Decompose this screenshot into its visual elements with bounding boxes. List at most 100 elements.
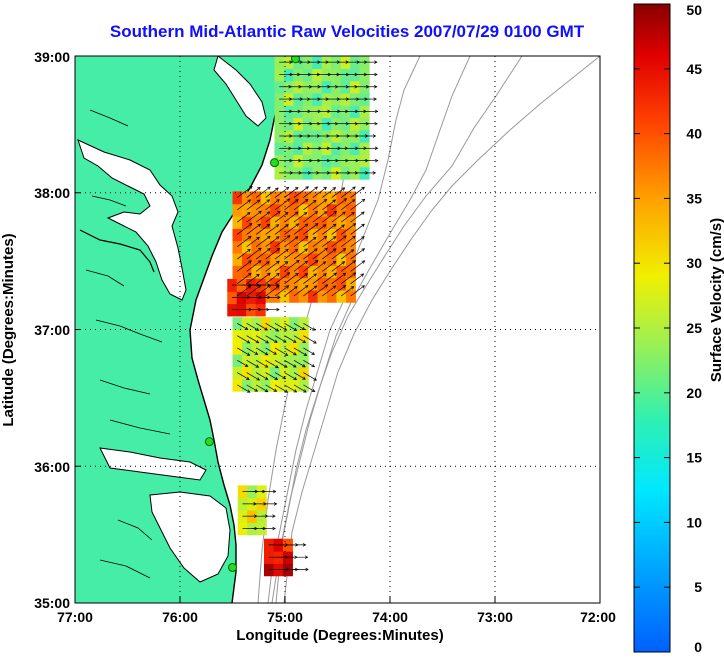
velocity-arrow	[293, 199, 309, 211]
velocity-arrow-head	[304, 248, 308, 252]
velocity-arrow-head	[295, 223, 300, 227]
velocity-arrow-head	[267, 248, 271, 252]
velocity-arrow-head	[254, 351, 259, 355]
velocity-arrow	[303, 384, 315, 392]
velocity-arrow-head	[284, 212, 289, 216]
velocity-arrow-head	[285, 224, 289, 228]
velocity-arrow-head	[361, 211, 365, 215]
velocity-arrow	[293, 223, 309, 235]
velocity-arrow-head	[286, 198, 291, 202]
x-tick-label: 75:00	[267, 609, 303, 625]
velocity-arrow-head	[361, 186, 365, 191]
velocity-arrow	[322, 236, 337, 248]
velocity-arrow-head	[305, 186, 309, 190]
velocity-cell	[327, 191, 338, 205]
x-tick-label: 72:00	[580, 609, 616, 625]
velocity-arrow	[303, 260, 319, 272]
velocity-arrow	[274, 272, 290, 284]
velocity-arrow-head	[360, 273, 365, 277]
velocity-cell	[279, 191, 290, 205]
velocity-arrow-head	[247, 248, 251, 253]
velocity-cell	[336, 265, 347, 279]
velocity-arrow	[284, 286, 298, 297]
velocity-cell	[251, 252, 262, 266]
velocity-cell	[345, 252, 356, 266]
colorbar-tick-label: 45	[686, 61, 702, 77]
velocity-arrow	[312, 261, 326, 272]
velocity-arrow-head	[248, 260, 252, 264]
velocity-arrow	[265, 359, 279, 368]
velocity-arrow-head	[275, 283, 280, 287]
velocity-arrow	[303, 248, 318, 260]
velocity-cell	[279, 228, 290, 242]
velocity-cell	[260, 191, 271, 205]
velocity-arrow-head	[313, 340, 317, 344]
velocity-arrow-head	[295, 199, 299, 203]
velocity-arrow-head	[311, 388, 316, 392]
colorbar-tick-label: 25	[686, 320, 702, 336]
velocity-cell	[270, 240, 281, 254]
velocity-cell	[270, 215, 281, 229]
velocity-cell	[327, 265, 338, 279]
velocity-vectors	[231, 60, 379, 572]
velocity-arrow-head	[312, 236, 317, 241]
velocity-arrow-head	[323, 236, 328, 240]
velocity-arrow	[237, 260, 252, 272]
velocity-arrow-head	[267, 272, 271, 277]
velocity-arrow	[322, 248, 337, 260]
velocity-arrow-head	[303, 389, 307, 393]
velocity-arrow	[322, 187, 336, 198]
velocity-arrow	[274, 224, 289, 235]
velocity-arrow	[331, 187, 345, 198]
velocity-arrow	[293, 384, 307, 393]
velocity-cell	[251, 228, 262, 242]
velocity-arrow	[246, 359, 259, 368]
velocity-arrow-head	[374, 60, 378, 64]
velocity-cell	[308, 228, 319, 242]
velocity-cell	[298, 215, 309, 229]
velocity-arrow	[293, 235, 309, 248]
velocity-arrow	[246, 323, 259, 331]
velocity-arrow-head	[324, 284, 329, 288]
velocity-arrow	[237, 285, 251, 297]
velocity-arrow-head	[324, 247, 329, 251]
velocity-cell	[251, 203, 262, 217]
velocity-arrow-head	[265, 340, 270, 344]
velocity-arrow-head	[374, 109, 379, 114]
velocity-cell	[270, 191, 281, 205]
velocity-arrow	[284, 323, 297, 331]
colorbar-tick-label: 10	[686, 514, 702, 530]
velocity-arrow-head	[266, 199, 271, 203]
velocity-arrow-head	[332, 236, 337, 240]
velocity-arrow	[312, 273, 327, 284]
velocity-arrow-head	[247, 199, 252, 203]
velocity-arrow	[284, 372, 297, 380]
velocity-cell	[289, 228, 300, 242]
velocity-cell	[279, 203, 290, 217]
velocity-arrow-head	[361, 236, 365, 240]
velocity-arrow	[265, 323, 279, 332]
velocity-arrow	[246, 199, 260, 211]
velocity-cell	[241, 252, 252, 266]
velocity-arrow-head	[352, 272, 357, 276]
x-axis-label: Longitude (Degrees:Minutes)	[236, 627, 444, 644]
velocity-arrow-head	[267, 235, 271, 240]
velocity-arrow-head	[304, 273, 308, 277]
coastline	[189, 56, 283, 603]
velocity-arrow	[293, 359, 306, 368]
velocity-arrow	[284, 384, 297, 393]
velocity-cell	[270, 228, 281, 242]
velocity-arrow-head	[311, 351, 316, 355]
velocity-cell	[289, 289, 300, 303]
velocity-cell	[298, 228, 309, 242]
velocity-arrow-head	[256, 273, 260, 278]
velocity-arrow-head	[372, 171, 377, 175]
velocity-arrow	[274, 261, 289, 272]
velocity-arrow	[246, 285, 261, 297]
velocity-arrow-head	[266, 211, 271, 215]
velocity-arrow-head	[301, 326, 306, 330]
velocity-arrow	[246, 384, 258, 392]
velocity-arrow	[274, 347, 288, 356]
velocity-arrow	[322, 285, 336, 297]
colorbar-label: Surface Velocity (cm/s)	[708, 218, 724, 382]
